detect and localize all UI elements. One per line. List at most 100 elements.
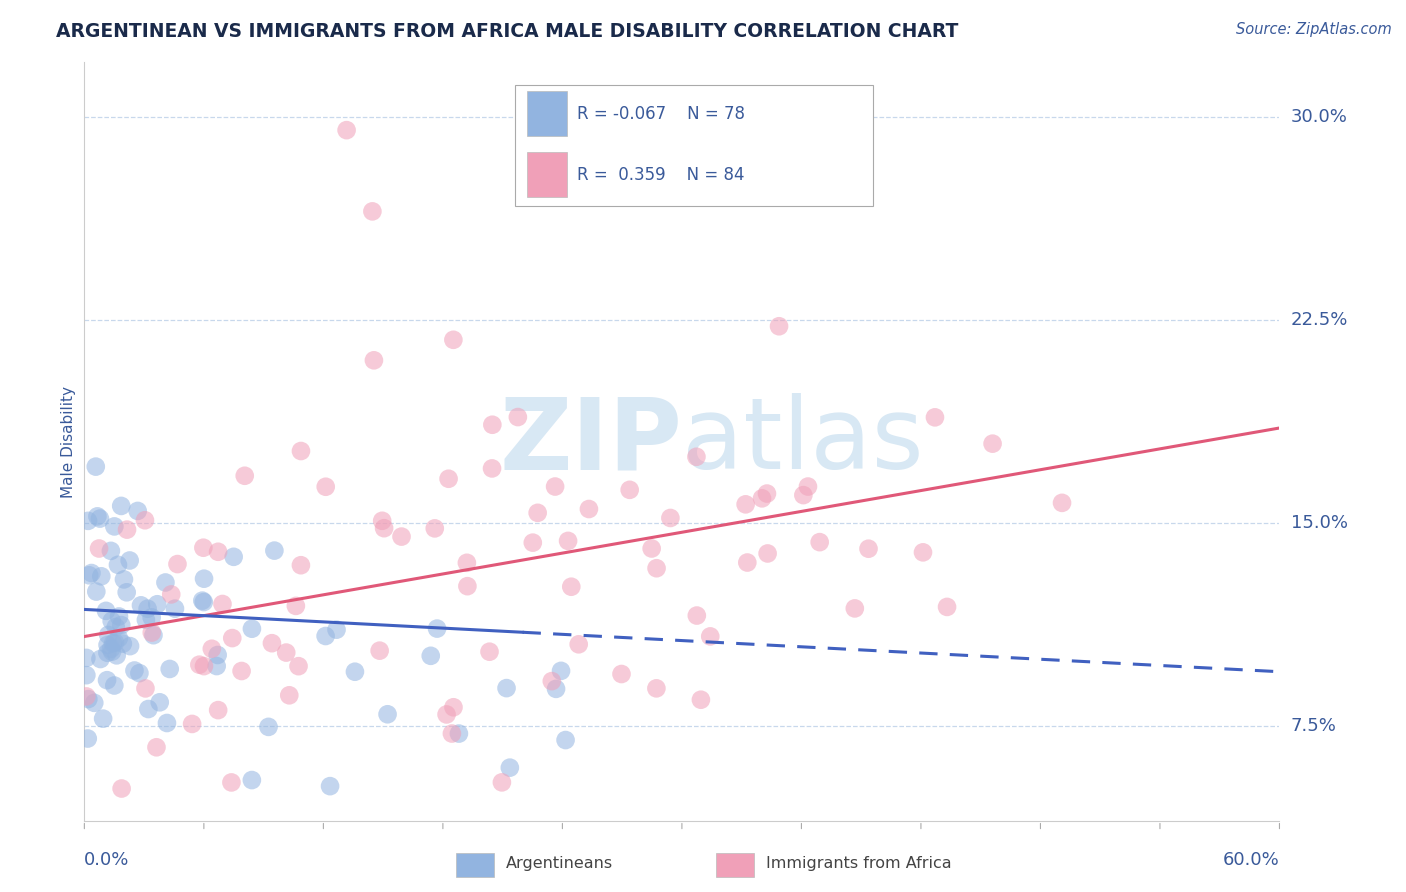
Point [734,497,756,511]
Point [419,648,441,663]
Point [145,740,167,755]
Point [166,557,188,571]
Point [136,601,159,615]
Point [110,781,132,796]
Point [506,410,529,425]
Point [924,410,946,425]
Point [278,688,301,702]
Point [100,641,122,656]
Point [792,488,814,502]
Text: 0.0%: 0.0% [84,851,129,869]
Point [193,659,215,673]
Point [645,681,668,696]
Point [107,558,129,572]
Point [443,700,465,714]
Point [75,690,97,704]
Text: R = -0.067    N = 78: R = -0.067 N = 78 [576,105,745,123]
Point [619,483,641,497]
Point [768,319,790,334]
Y-axis label: Male Disability: Male Disability [60,385,76,498]
Point [221,631,243,645]
Point [437,472,460,486]
Point [371,514,394,528]
Point [104,620,127,634]
Point [685,450,707,464]
Point [193,595,215,609]
Point [481,417,503,432]
Point [159,662,181,676]
Text: ZIP: ZIP [499,393,682,490]
Point [108,609,131,624]
Point [181,717,204,731]
Point [90,569,112,583]
Point [135,613,157,627]
Point [737,556,759,570]
Point [128,666,150,681]
Point [100,544,122,558]
Point [361,204,384,219]
Point [1050,496,1073,510]
Text: R =  0.359    N = 84: R = 0.359 N = 84 [576,166,744,184]
Point [142,628,165,642]
Point [495,681,517,695]
Point [368,643,391,657]
Point [201,641,224,656]
Point [578,502,600,516]
Point [456,579,478,593]
Point [94,604,117,618]
Point [207,703,229,717]
Point [77,692,100,706]
FancyBboxPatch shape [527,152,567,196]
Point [911,545,934,559]
Point [423,521,446,535]
Point [129,599,152,613]
Point [87,541,110,556]
Point [808,535,831,549]
Point [160,587,183,601]
Point [287,659,309,673]
Point [134,513,156,527]
Point [105,648,128,663]
Point [240,622,263,636]
Point [858,541,880,556]
Point [103,519,125,533]
Point [77,514,100,528]
Point [336,123,359,137]
Point [97,628,120,642]
Point [325,623,347,637]
Point [188,657,211,672]
Point [478,645,501,659]
Point [207,648,229,662]
Point [155,575,177,590]
Point [544,681,567,696]
Point [233,468,256,483]
Point [440,726,463,740]
Point [96,673,118,688]
Point [276,646,298,660]
Point [163,601,186,615]
Point [756,546,779,560]
Point [75,651,97,665]
Point [481,461,503,475]
Point [456,556,478,570]
Point [755,486,778,500]
Point [141,625,163,640]
Point [110,499,132,513]
Point [568,637,591,651]
Point [191,593,214,607]
Point [156,716,179,731]
Point [86,509,108,524]
Point [101,636,124,650]
Text: ARGENTINEAN VS IMMIGRANTS FROM AFRICA MALE DISABILITY CORRELATION CHART: ARGENTINEAN VS IMMIGRANTS FROM AFRICA MA… [56,22,959,41]
Text: 22.5%: 22.5% [1291,310,1348,328]
Point [86,584,108,599]
Point [751,491,773,506]
Text: Argentineans: Argentineans [506,856,613,871]
Point [211,597,233,611]
Point [260,636,283,650]
Point [290,558,312,573]
Point [221,775,243,789]
Point [315,480,337,494]
Point [315,629,337,643]
Point [659,511,682,525]
